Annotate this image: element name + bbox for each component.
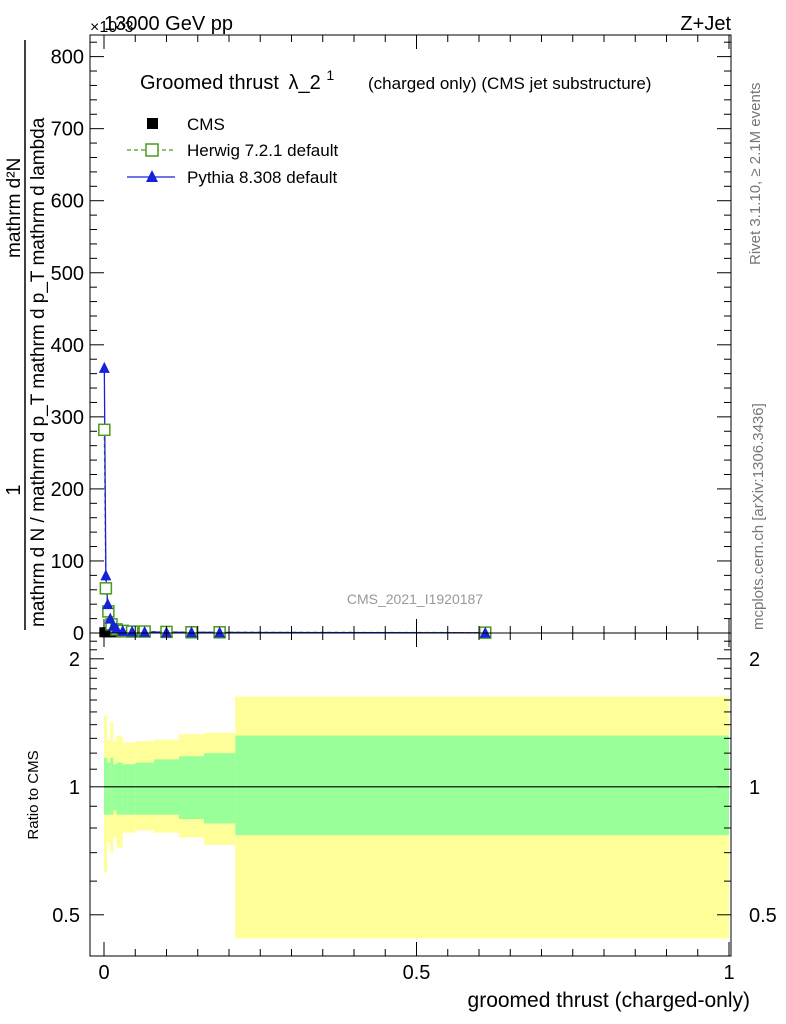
- legend-label-herwig: Herwig 7.2.1 default: [187, 141, 338, 160]
- pythia-point: [186, 626, 197, 638]
- legend-marker-cms: [147, 118, 158, 129]
- inner-uncertainty-band: [116, 762, 123, 815]
- main-y-tick-label: 100: [51, 551, 84, 573]
- chart-subtitle: (charged only) (CMS jet substructure): [368, 74, 651, 93]
- ratio-y-tick-label: 1: [69, 777, 80, 799]
- main-y-tick-label: 600: [51, 191, 84, 213]
- analysis-id: CMS_2021_I1920187: [347, 591, 483, 607]
- y-label-top: mathrm d²N: [4, 158, 25, 258]
- pythia-point: [111, 622, 122, 634]
- legend-label-cms: CMS: [187, 115, 225, 134]
- pythia-point: [98, 361, 110, 373]
- y-label-numerator: 1: [3, 484, 25, 495]
- energy-label: 13000 GeV pp: [104, 13, 233, 35]
- pythia-point: [102, 598, 114, 610]
- x-tick-label: 0: [98, 962, 109, 984]
- pythia-point: [100, 569, 112, 581]
- inner-uncertainty-band: [122, 764, 136, 815]
- main-y-tick-label: 0: [73, 623, 84, 645]
- chart-title: Groomed thrust λ_2 1: [140, 67, 334, 94]
- mcplots-label: mcplots.cern.ch [arXiv:1306.3436]: [750, 403, 767, 630]
- ratio-y-tick-label-right: 1: [749, 777, 760, 799]
- x-tick-label: 1: [723, 962, 734, 984]
- x-tick-label: 0.5: [403, 962, 431, 984]
- pythia-point: [479, 626, 491, 638]
- y-exponent-label: ×10^3: [90, 19, 134, 36]
- pythia-point: [214, 626, 226, 638]
- ratio-plot-panel: 0.5 0.5 1 1 2 2 0 0.5 1 Ratio to CMS groomed thr…: [25, 632, 777, 1012]
- ratio-y-tick-label: 0.5: [52, 905, 80, 927]
- inner-uncertainty-band: [204, 753, 236, 824]
- main-y-label: 1 mathrm d N / mathrm d p_T mathrm d p_T…: [3, 40, 49, 630]
- inner-uncertainty-band: [235, 735, 729, 836]
- ratio-axes: 0.5 0.5 1 1 2 2 0 0.5 1: [52, 633, 777, 984]
- rivet-label: Rivet 3.1.10, ≥ 2.1M events: [747, 83, 764, 266]
- main-y-tick-label: 700: [51, 119, 84, 141]
- legend-label-pythia: Pythia 8.308 default: [187, 168, 338, 187]
- ratio-y-tick-label: 2: [69, 649, 80, 671]
- inner-uncertainty-band: [179, 756, 204, 819]
- main-y-tick-label: 400: [51, 335, 84, 357]
- inner-uncertainty-band: [135, 762, 154, 815]
- ratio-y-label: Ratio to CMS: [25, 750, 42, 839]
- main-y-tick-label: 200: [51, 479, 84, 501]
- x-axis-label: groomed thrust (charged-only): [468, 989, 750, 1012]
- legend-marker-pythia: [146, 170, 158, 182]
- ratio-y-tick-label-right: 0.5: [749, 905, 777, 927]
- legend-marker-herwig: [145, 143, 159, 157]
- main-plot-panel: 0 100 200 300 400 500 600 700 800 Groomed thrust…: [3, 34, 732, 645]
- y-label-denominator: mathrm d N / mathrm d p_T mathrm d p_T m…: [28, 117, 49, 627]
- process-label: Z+Jet: [680, 13, 731, 35]
- herwig-point: [99, 582, 113, 595]
- main-axes: 0 100 200 300 400 500 600 700 800: [51, 35, 731, 645]
- main-y-tick-label: 300: [51, 407, 84, 429]
- inner-uncertainty-band: [107, 762, 111, 815]
- main-y-tick-label: 500: [51, 263, 84, 285]
- pythia-point: [139, 625, 151, 637]
- herwig-point: [98, 423, 111, 437]
- ratio-bands: [104, 696, 729, 939]
- ratio-y-tick-label-right: 2: [749, 649, 760, 671]
- ratio-frame: [89, 632, 732, 957]
- main-marks: [98, 361, 492, 639]
- legend: CMS Herwig 7.2.1 default Pythia 8.308 de…: [127, 115, 338, 187]
- main-y-tick-label: 800: [51, 47, 84, 69]
